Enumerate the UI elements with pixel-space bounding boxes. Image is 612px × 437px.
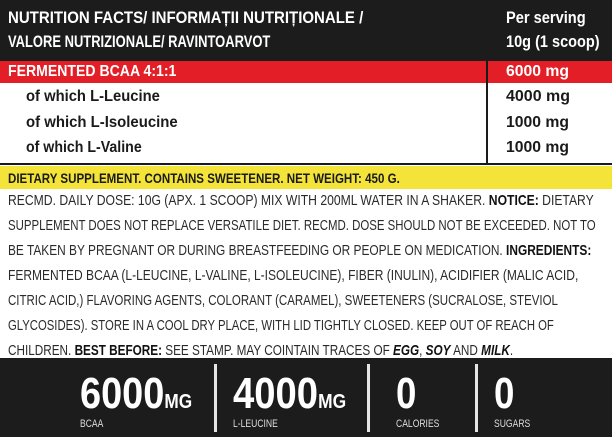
ingredients-label: INGREDIENTS:	[506, 242, 592, 259]
stat-calories: 0 CALORIES	[396, 369, 452, 431]
table-title-line1: NUTRITION FACTS/ INFORMAȚII NUTRIȚIONALE…	[8, 8, 364, 27]
text: BE TAKEN BY PREGNANT OR DURING BREASTFEE…	[8, 242, 507, 259]
stat-leucine: 4000MG L-LEUCINE	[233, 369, 363, 431]
supplement-banner: DIETARY SUPPLEMENT. CONTAINS SWEETENER. …	[0, 166, 612, 189]
row-value: 6000 mg	[506, 63, 570, 80]
text: GLYCOSIDES). STORE IN A COOL DRY PLACE, …	[8, 317, 554, 334]
stat-unit: MG	[318, 391, 347, 413]
column-divider	[486, 61, 488, 165]
footer-divider	[475, 364, 478, 432]
stat-label: BCAA	[80, 418, 104, 430]
stat-label: CALORIES	[396, 418, 440, 430]
footer-divider	[367, 364, 370, 432]
table-bottom-border	[0, 163, 612, 165]
stat-value: 6000	[80, 369, 165, 418]
serving-size: 10g (1 scoop)	[506, 32, 600, 51]
text: CHILDREN.	[8, 342, 75, 359]
stat-unit: MG	[164, 391, 193, 413]
best-before-label: BEST BEFORE:	[74, 342, 163, 359]
text: AND	[450, 342, 482, 359]
allergen-soy: SOY	[425, 342, 451, 359]
stat-value: 0	[494, 369, 515, 418]
text: SEE STAMP. MAY COINTAIN TRACES OF	[162, 342, 394, 359]
row-label: FERMENTED BCAA 4:1:1	[8, 63, 177, 80]
text: FERMENTED BCAA (L-LEUCINE, L-VALINE, L-I…	[8, 267, 579, 284]
row-value: 4000 mg	[506, 88, 571, 105]
table-title-line2: VALORE NUTRIZIONALE/ RAVINTOARVOT	[8, 32, 271, 51]
stat-label: SUGARS	[494, 418, 531, 430]
highlights-footer: 6000MG BCAA 4000MG L-LEUCINE 0 CALORIES …	[0, 358, 612, 437]
text: ,	[419, 342, 426, 359]
table-row: of which L-Isoleucine 1000 mg	[0, 112, 612, 136]
stat-value: 0	[396, 369, 417, 418]
text: CITRIC ACID,) FLAVORING AGENTS, COLORANT…	[8, 292, 558, 309]
supplement-banner-text: DIETARY SUPPLEMENT. CONTAINS SWEETENER. …	[8, 170, 400, 186]
row-label: of which L-Isoleucine	[26, 114, 178, 131]
text: .	[509, 342, 514, 359]
footer-divider	[214, 364, 217, 432]
stat-bcaa: 6000MG BCAA	[80, 369, 210, 431]
text: SUPPLEMENT DOES NOT REPLACE VERSATILE DI…	[8, 217, 596, 234]
text: RECMD. DAILY DOSE: 10G (APX. 1 SCOOP) MI…	[8, 192, 489, 209]
table-row: of which L-Valine 1000 mg	[0, 137, 612, 161]
table-row-bcaa: FERMENTED BCAA 4:1:1 6000 mg	[0, 61, 612, 83]
row-value: 1000 mg	[506, 139, 570, 156]
table-row: of which L-Leucine 4000 mg	[0, 86, 612, 110]
table-header: NUTRITION FACTS/ INFORMAȚII NUTRIȚIONALE…	[0, 0, 612, 61]
stat-label: L-LEUCINE	[233, 418, 278, 430]
text: DIETARY	[538, 192, 594, 209]
row-label: of which L-Valine	[26, 139, 142, 156]
stat-sugars: 0 SUGARS	[494, 369, 540, 431]
row-value: 1000 mg	[506, 114, 570, 131]
allergen-milk: MILK	[481, 342, 510, 359]
row-label: of which L-Leucine	[26, 88, 160, 105]
allergen-egg: EGG	[393, 342, 420, 359]
serving-label: Per serving	[506, 8, 586, 27]
stat-value: 4000	[233, 369, 319, 418]
notice-label: NOTICE:	[488, 192, 539, 209]
